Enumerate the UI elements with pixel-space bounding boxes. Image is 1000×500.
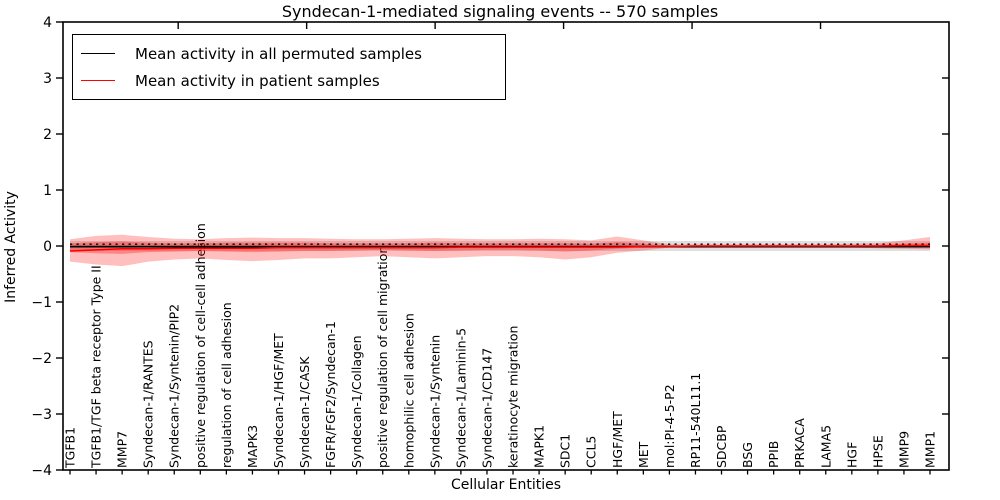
- y-tick-label: 4: [43, 15, 52, 31]
- x-tick-label: TGFB1/TGF beta receptor Type II: [89, 265, 104, 469]
- x-tick-label: MMP1: [923, 431, 938, 468]
- x-tick-label: MET: [636, 441, 651, 468]
- x-tick-label: positive regulation of cell migration: [375, 246, 390, 468]
- x-tick-label: MAPK1: [532, 425, 547, 468]
- x-tick-label: SDC1: [558, 434, 573, 468]
- x-tick-label: regulation of cell adhesion: [219, 302, 234, 468]
- x-tick-label: MMP9: [896, 431, 911, 468]
- x-tick-label: PPIB: [766, 441, 781, 468]
- y-tick-label: 2: [43, 127, 52, 143]
- band-patient-samples-spread-outer: [70, 234, 930, 267]
- patient-mean-line: [69, 244, 930, 252]
- x-tick-label: Syndecan-1/CASK: [297, 356, 312, 468]
- permuted-line-sample-icon: [81, 53, 115, 54]
- y-tick-label: 1: [43, 183, 52, 199]
- x-axis-label: Cellular Entities: [450, 477, 562, 493]
- x-tick-label: HPSE: [870, 435, 885, 468]
- x-tick-label: positive regulation of cell-cell adhesio…: [193, 223, 208, 468]
- x-tick-label: MMP7: [115, 431, 130, 468]
- x-tick-label: Syndecan-1/Syntenin/PIP2: [167, 304, 182, 468]
- patient-line-sample-icon: [81, 80, 115, 81]
- x-tick-label: FGFR/FGF2/Syndecan-1: [323, 321, 338, 468]
- x-tick-label: BSG: [740, 442, 755, 468]
- x-tick-label: MAPK3: [245, 425, 260, 468]
- x-tick-label: CCL5: [584, 436, 599, 468]
- x-tick-label: LAMA5: [818, 425, 833, 468]
- y-tick-label: −3: [31, 407, 52, 423]
- x-tick-label: mol:PI-4-5-P2: [662, 384, 677, 468]
- legend-label: Mean activity in all permuted samples: [135, 44, 422, 63]
- x-tick-label: Syndecan-1/HGF/MET: [271, 333, 286, 468]
- x-tick-label: HGF/MET: [610, 411, 625, 468]
- x-tick-label: RP11-540L11.1: [688, 373, 703, 468]
- x-tick-label: Syndecan-1/CD147: [479, 348, 494, 468]
- legend-label: Mean activity in patient samples: [135, 71, 380, 90]
- y-tick-label: −4: [31, 463, 52, 479]
- x-tick-label: Syndecan-1/Laminin-5: [453, 328, 468, 468]
- y-tick-label: 3: [43, 71, 52, 87]
- y-tick-label: 0: [43, 239, 52, 255]
- x-tick-label: homophilic cell adhesion: [401, 313, 416, 468]
- chart-title: Syndecan-1-mediated signaling events -- …: [281, 2, 719, 21]
- y-tick-label: −1: [31, 295, 52, 311]
- x-tick-label: PRKACA: [792, 418, 807, 468]
- x-tick-label: TGFB1: [63, 427, 78, 469]
- x-tick-label: Syndecan-1/Syntenin: [427, 335, 442, 468]
- legend: Mean activity in all permuted samples Me…: [72, 34, 506, 100]
- x-tick-label: Syndecan-1/RANTES: [141, 340, 156, 468]
- y-tick-label: −2: [31, 351, 52, 367]
- x-tick-label: SDCBP: [714, 425, 729, 468]
- legend-item-patient: Mean activity in patient samples: [81, 67, 501, 94]
- x-tick-label: Syndecan-1/Collagen: [349, 335, 364, 468]
- x-tick-label: HGF: [844, 442, 859, 468]
- x-tick-label: keratinocyte migration: [506, 326, 521, 468]
- legend-item-permuted: Mean activity in all permuted samples: [81, 40, 501, 67]
